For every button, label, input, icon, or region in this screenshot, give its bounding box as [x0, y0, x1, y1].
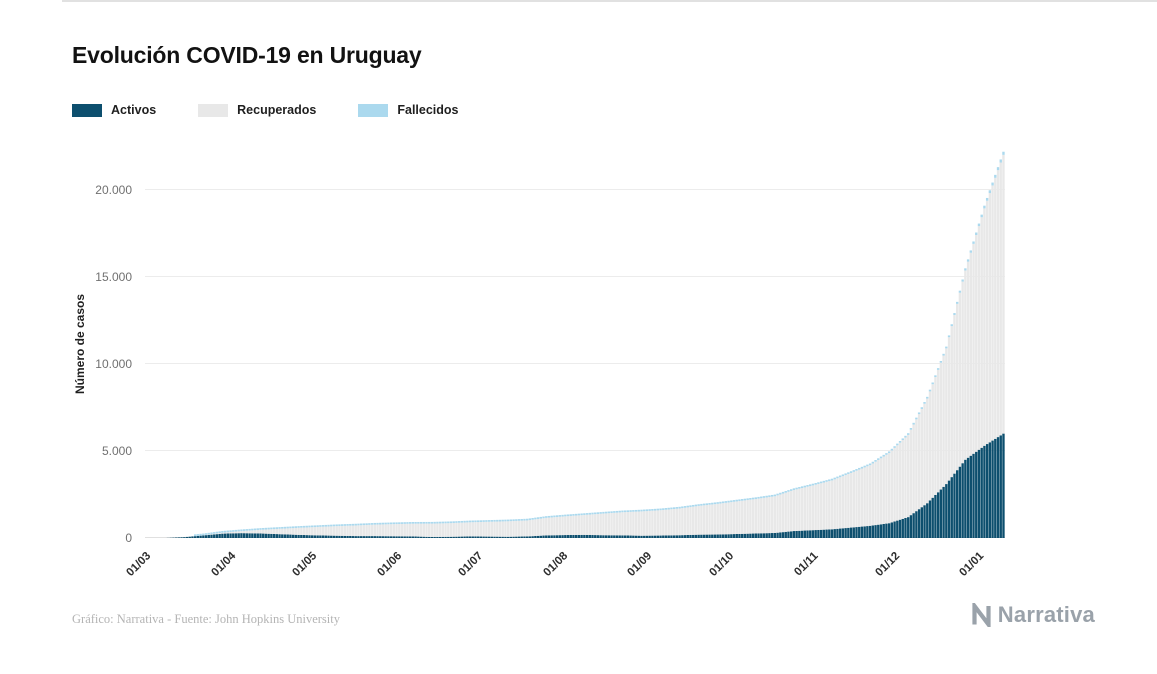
x-tick-label: 01/07: [456, 550, 486, 579]
x-tick-label: 01/06: [375, 550, 404, 579]
legend-swatch-activos: [72, 103, 102, 117]
legend-label-activos: Activos: [111, 103, 157, 117]
footer-credit: Gráfico: Narrativa - Fuente: John Hopkin…: [72, 612, 340, 626]
x-tick-label: 01/12: [873, 550, 902, 579]
gridline-15000: [145, 276, 1005, 277]
gridline-5000: [145, 450, 1005, 451]
plot-area: 0 5.000 10.000 15.000 20.000 01/03 01/04…: [95, 150, 1005, 579]
narrativa-brand: Narrativa: [971, 602, 1095, 628]
y-tick-label: 15.000: [95, 270, 132, 284]
x-tick-label: 01/01: [957, 550, 987, 579]
stacked-area-chart: [166, 151, 1005, 538]
legend-label-recuperados: Recuperados: [237, 103, 317, 117]
x-tick-label: 01/11: [791, 550, 821, 579]
narrativa-logo-icon: [972, 603, 991, 627]
gridline-10000: [145, 363, 1005, 364]
x-tick-label: 01/08: [541, 550, 570, 579]
x-tick-label: 01/05: [290, 550, 320, 579]
y-tick-label: 5.000: [101, 444, 132, 458]
legend-item-fallecidos[interactable]: Fallecidos: [358, 103, 459, 117]
brand-name: Narrativa: [997, 602, 1095, 627]
top-border-line: [62, 0, 1157, 2]
y-tick-label: 0: [125, 531, 132, 545]
legend-label-fallecidos: Fallecidos: [397, 103, 459, 117]
x-tick-label: 01/10: [707, 550, 736, 579]
x-axis-labels: 01/03 01/04 01/05 01/06 01/07 01/08 01/0…: [125, 544, 1005, 604]
x-tick-label: 01/09: [625, 550, 655, 579]
x-tick-label: 01/04: [209, 550, 238, 579]
chart-title: Evolución COVID-19 en Uruguay: [72, 42, 422, 68]
y-tick-label: 10.000: [95, 357, 132, 371]
legend-item-activos[interactable]: Activos: [72, 103, 156, 117]
legend-swatch-fallecidos: [358, 103, 389, 117]
legend-item-recuperados[interactable]: Recuperados: [198, 103, 316, 117]
x-tick-label: 01/03: [124, 550, 154, 579]
y-tick-label: 20.000: [95, 183, 132, 197]
y-axis-title: Número de casos: [73, 293, 87, 395]
legend: Activos Recuperados Fallecidos: [72, 103, 459, 117]
legend-swatch-recuperados: [198, 103, 229, 117]
gridline-20000: [145, 189, 1005, 190]
